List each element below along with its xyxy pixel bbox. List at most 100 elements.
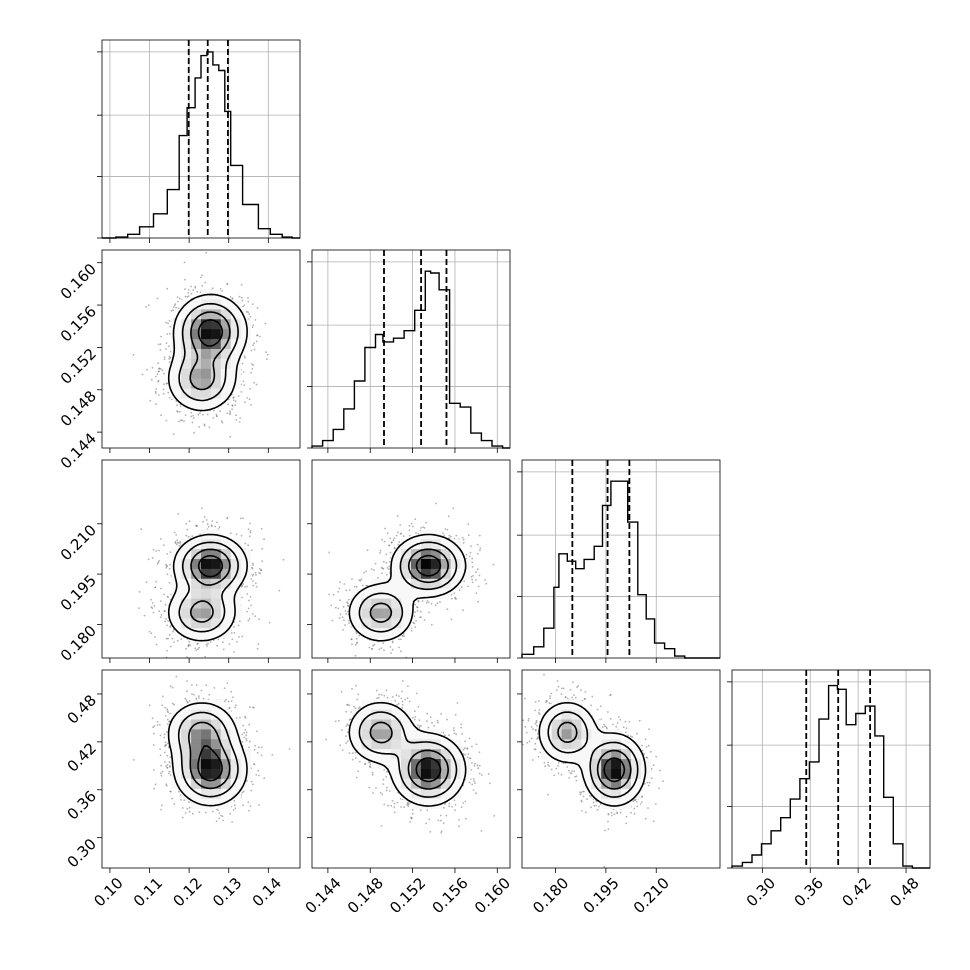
density-cell — [171, 719, 182, 730]
density-cell — [181, 319, 192, 330]
density-cell — [210, 319, 222, 330]
density-cell — [181, 719, 192, 730]
x-tick-label: 0.210 — [630, 874, 673, 917]
density-cell — [210, 368, 222, 380]
density-cell — [230, 598, 241, 609]
sample-point — [240, 296, 243, 299]
density-cell — [220, 628, 232, 639]
sample-point — [187, 644, 190, 647]
density-cell — [430, 588, 442, 599]
sample-point — [388, 790, 391, 792]
sample-point — [188, 810, 191, 813]
sample-point — [152, 744, 155, 746]
contour-level-3 — [369, 548, 449, 623]
sample-point — [595, 804, 597, 807]
sample-point — [251, 368, 254, 370]
sample-point — [443, 534, 446, 537]
density-cell — [371, 739, 382, 750]
sample-point — [217, 809, 219, 812]
sample-point — [260, 754, 263, 757]
sample-point — [525, 731, 528, 734]
sample-point — [401, 700, 404, 703]
sample-point — [633, 807, 636, 810]
sample-point — [359, 579, 362, 582]
sample-point — [453, 732, 456, 734]
sample-point — [248, 398, 251, 401]
sample-point — [258, 618, 260, 620]
density-cell — [171, 559, 182, 570]
sample-point — [213, 687, 216, 689]
sample-point — [204, 655, 207, 658]
sample-point — [191, 535, 194, 537]
sample-point — [169, 645, 172, 648]
x-tick-label: 0.10 — [90, 874, 126, 910]
density-cell — [240, 769, 251, 780]
sample-point — [173, 531, 176, 534]
sample-point — [625, 822, 627, 825]
sample-point — [420, 724, 422, 727]
sample-point — [246, 593, 249, 595]
histogram-1 — [311, 270, 510, 449]
density-cell — [361, 628, 372, 639]
sample-point — [188, 643, 190, 646]
sample-point — [408, 803, 410, 806]
density-cell — [611, 729, 622, 740]
density-cell — [201, 539, 212, 550]
density-cell — [201, 549, 212, 560]
sample-point — [604, 725, 606, 728]
sample-point — [157, 343, 160, 346]
sample-point — [406, 804, 409, 806]
sample-point — [527, 719, 530, 722]
sample-point — [344, 610, 347, 612]
sample-point — [548, 702, 551, 705]
density-cell — [191, 319, 202, 330]
sample-point — [399, 524, 402, 526]
sample-point — [194, 285, 197, 288]
sample-point — [537, 736, 539, 738]
sample-point — [383, 803, 386, 806]
sample-point — [247, 528, 250, 530]
sample-point — [348, 589, 351, 591]
sample-point — [644, 817, 647, 820]
sample-point — [147, 558, 150, 561]
sample-point — [159, 734, 162, 737]
sample-point — [534, 729, 537, 732]
sample-point — [383, 649, 385, 652]
contour-level-2 — [178, 541, 239, 633]
density-cell — [171, 618, 182, 629]
sample-point — [167, 345, 170, 348]
sample-point — [179, 419, 182, 422]
sample-point — [223, 700, 226, 703]
sample-point — [648, 781, 651, 784]
contour-level-4 — [415, 554, 442, 577]
density-cell — [220, 769, 232, 780]
sample-point — [248, 809, 251, 812]
sample-point — [205, 643, 208, 646]
sample-point — [416, 606, 418, 608]
sample-point — [447, 734, 450, 737]
sample-point — [374, 562, 377, 565]
density-cell — [420, 729, 432, 740]
sample-point — [201, 285, 204, 287]
sample-point — [398, 541, 401, 543]
density-cell — [401, 729, 412, 740]
sample-point — [158, 610, 161, 612]
sample-point — [662, 780, 664, 782]
sample-point — [536, 737, 538, 740]
sample-point — [632, 800, 635, 803]
sample-point — [411, 817, 413, 820]
sample-point — [235, 704, 237, 707]
density-cell — [430, 778, 442, 790]
sample-point — [282, 558, 285, 561]
sample-point — [190, 411, 193, 414]
sample-point — [609, 717, 612, 720]
density-cell — [611, 749, 622, 760]
density-cell — [181, 788, 192, 800]
density-cell — [171, 769, 182, 780]
sample-point — [470, 576, 473, 578]
sample-point — [435, 502, 437, 505]
density-cell — [191, 568, 202, 580]
sample-point — [245, 310, 248, 313]
sample-point — [163, 593, 165, 596]
sample-point — [400, 697, 403, 700]
